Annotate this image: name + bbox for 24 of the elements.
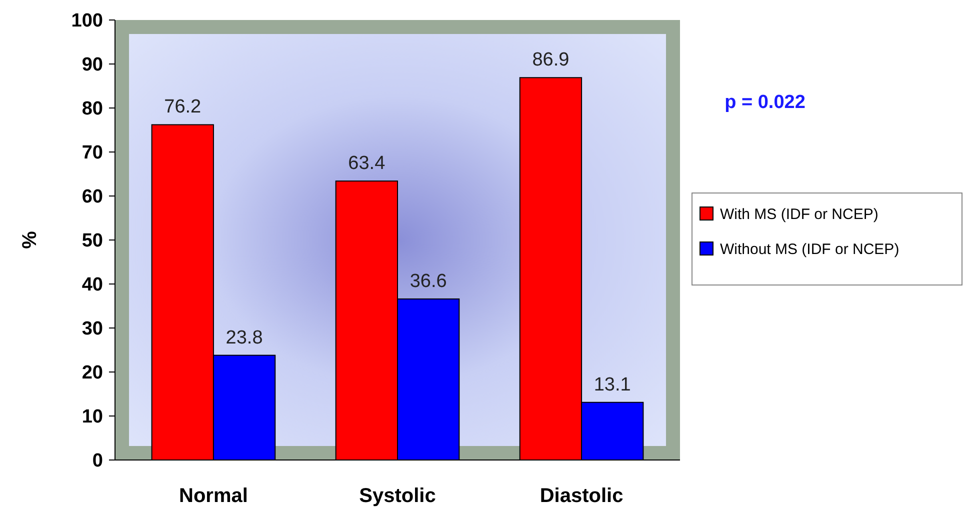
x-tick-label: Normal [179, 485, 248, 507]
data-label: 76.2 [164, 96, 202, 118]
y-tick-label: 40 [82, 274, 103, 296]
y-tick-label: 0 [92, 450, 103, 472]
legend-label: With MS (IDF or NCEP) [720, 206, 878, 223]
y-tick-label: 20 [82, 362, 103, 384]
data-label: 86.9 [532, 50, 570, 71]
y-tick-label: 10 [82, 406, 103, 428]
y-tick-label: 100 [71, 10, 103, 32]
y-axis-title: % [19, 230, 41, 249]
y-tick-label: 30 [82, 318, 103, 340]
legend-label: Without MS (IDF or NCEP) [720, 241, 900, 258]
data-label: 36.6 [410, 270, 447, 292]
data-label: 23.8 [226, 327, 263, 348]
y-tick-label: 60 [82, 186, 103, 208]
text: p = 0.022 [724, 92, 806, 113]
y-tick-label: 80 [82, 98, 103, 120]
y-tick-label: 70 [82, 142, 103, 164]
x-tick-label: Systolic [359, 485, 436, 507]
x-tick-label: Diastolic [540, 485, 624, 507]
data-label: 63.4 [348, 153, 386, 174]
data-label: 13.1 [594, 374, 631, 396]
y-tick-label: 50 [82, 230, 103, 252]
y-tick-label: 90 [82, 54, 103, 76]
